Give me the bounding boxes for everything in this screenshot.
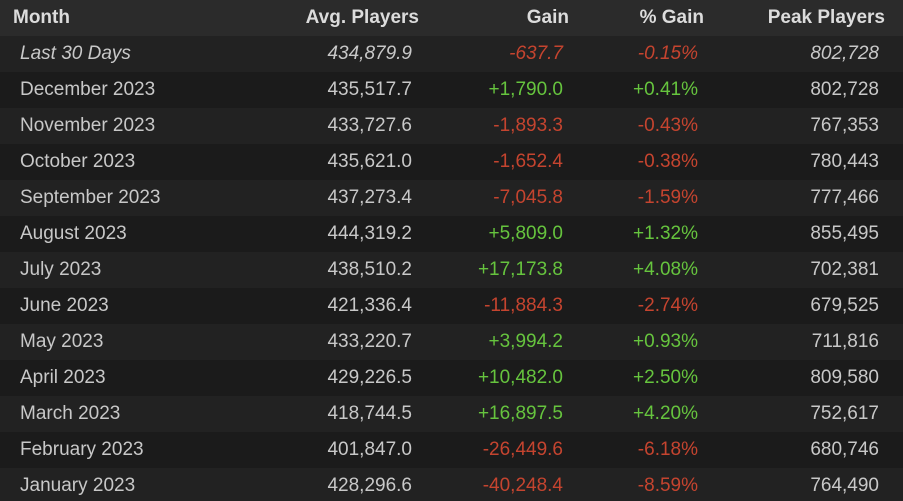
avg-players-cell: 434,879.9 (327, 43, 412, 64)
table-row: June 2023 421,336.4 -11,884.3 -2.74% 679,525 (0, 288, 903, 324)
avg-players-cell: 418,744.5 (327, 403, 412, 424)
month-cell: April 2023 (20, 367, 106, 388)
peak-players-cell: 752,617 (810, 403, 879, 424)
peak-players-cell: 809,580 (810, 367, 879, 388)
table-row: April 2023 429,226.5 +10,482.0 +2.50% 809,58… (0, 360, 903, 396)
month-cell: May 2023 (20, 331, 104, 352)
avg-players-cell: 401,847.0 (327, 439, 412, 460)
gain-cell: -11,884.3 (484, 295, 563, 316)
peak-players-cell: 679,525 (810, 295, 879, 316)
avg-players-cell: 429,226.5 (327, 367, 412, 388)
table-row: May 2023 433,220.7 +3,994.2 +0.93% 711,816 (0, 324, 903, 360)
gain-cell: -1,893.3 (493, 115, 563, 136)
header-peak-players: Peak Players (767, 7, 885, 28)
percent-gain-cell: -1.59% (637, 187, 698, 208)
month-cell: Last 30 Days (20, 43, 131, 64)
table-row: December 2023 435,517.7 +1,790.0 +0.41% 802,… (0, 72, 903, 108)
peak-players-cell: 802,728 (810, 43, 879, 64)
gain-cell: +16,897.5 (477, 403, 563, 424)
avg-players-cell: 435,621.0 (327, 151, 412, 172)
table-row: February 2023 401,847.0 -26,449.6 -6.18% 680… (0, 432, 903, 468)
gain-cell: +17,173.8 (477, 259, 563, 280)
month-cell: December 2023 (20, 79, 156, 100)
table-row: September 2023 437,273.4 -7,045.8 -1.59% 777… (0, 180, 903, 216)
percent-gain-cell: -6.18% (637, 439, 698, 460)
table-row: November 2023 433,727.6 -1,893.3 -0.43% 767,… (0, 108, 903, 144)
table-row: July 2023 438,510.2 +17,173.8 +4.08% 702,381 (0, 252, 903, 288)
avg-players-cell: 438,510.2 (327, 259, 412, 280)
peak-players-cell: 777,466 (810, 187, 879, 208)
avg-players-cell: 437,273.4 (327, 187, 412, 208)
percent-gain-cell: -2.74% (637, 295, 698, 316)
table-row: March 2023 418,744.5 +16,897.5 +4.20% 752,61… (0, 396, 903, 432)
table-row: Last 30 Days 434,879.9 -637.7 -0.15% 802,728 (0, 36, 903, 72)
header-row: Month Avg. Players Gain % Gain Peak Players (0, 0, 903, 36)
header-gain: Gain (526, 7, 569, 28)
avg-players-cell: 421,336.4 (327, 295, 412, 316)
month-cell: June 2023 (20, 295, 109, 316)
gain-cell: -1,652.4 (493, 151, 563, 172)
peak-players-cell: 780,443 (810, 151, 879, 172)
gain-cell: -26,449.6 (482, 439, 563, 460)
month-cell: January 2023 (20, 475, 136, 496)
gain-cell: +1,790.0 (488, 79, 564, 100)
header-percent-gain: % Gain (639, 7, 704, 28)
header-avg-players: Avg. Players (305, 7, 419, 28)
peak-players-cell: 702,381 (810, 259, 879, 280)
month-cell: October 2023 (20, 151, 136, 172)
peak-players-cell: 680,746 (810, 439, 879, 460)
peak-players-cell: 855,495 (810, 223, 879, 244)
percent-gain-cell: -0.43% (637, 115, 698, 136)
peak-players-cell: 767,353 (810, 115, 879, 136)
percent-gain-cell: +0.41% (633, 79, 698, 100)
table-row: October 2023 435,621.0 -1,652.4 -0.38% 780,4… (0, 144, 903, 180)
gain-cell: +5,809.0 (488, 223, 564, 244)
peak-players-cell: 764,490 (810, 475, 879, 496)
avg-players-cell: 433,220.7 (327, 331, 412, 352)
month-cell: February 2023 (20, 439, 144, 460)
month-cell: August 2023 (20, 223, 127, 244)
month-cell: July 2023 (20, 259, 102, 280)
percent-gain-cell: +4.08% (633, 259, 698, 280)
header-month: Month (13, 7, 70, 28)
avg-players-cell: 435,517.7 (327, 79, 412, 100)
table-row: January 2023 428,296.6 -40,248.4 -8.59% 764,… (0, 468, 903, 501)
percent-gain-cell: +1.32% (633, 223, 698, 244)
month-cell: March 2023 (20, 403, 121, 424)
month-cell: September 2023 (20, 187, 161, 208)
avg-players-cell: 428,296.6 (327, 475, 412, 496)
peak-players-cell: 711,816 (811, 331, 879, 352)
avg-players-cell: 433,727.6 (327, 115, 412, 136)
percent-gain-cell: +4.20% (633, 403, 698, 424)
percent-gain-cell: -0.15% (637, 43, 698, 64)
avg-players-cell: 444,319.2 (327, 223, 412, 244)
table-row: August 2023 444,319.2 +5,809.0 +1.32% 855,49… (0, 216, 903, 252)
peak-players-cell: 802,728 (810, 79, 879, 100)
gain-cell: -40,248.4 (482, 475, 563, 496)
percent-gain-cell: +2.50% (633, 367, 698, 388)
percent-gain-cell: +0.93% (633, 331, 698, 352)
gain-cell: +10,482.0 (477, 367, 563, 388)
percent-gain-cell: -0.38% (637, 151, 698, 172)
gain-cell: +3,994.2 (488, 331, 564, 352)
gain-cell: -7,045.8 (493, 187, 563, 208)
percent-gain-cell: -8.59% (637, 475, 698, 496)
gain-cell: -637.7 (509, 43, 563, 64)
month-cell: November 2023 (20, 115, 156, 136)
